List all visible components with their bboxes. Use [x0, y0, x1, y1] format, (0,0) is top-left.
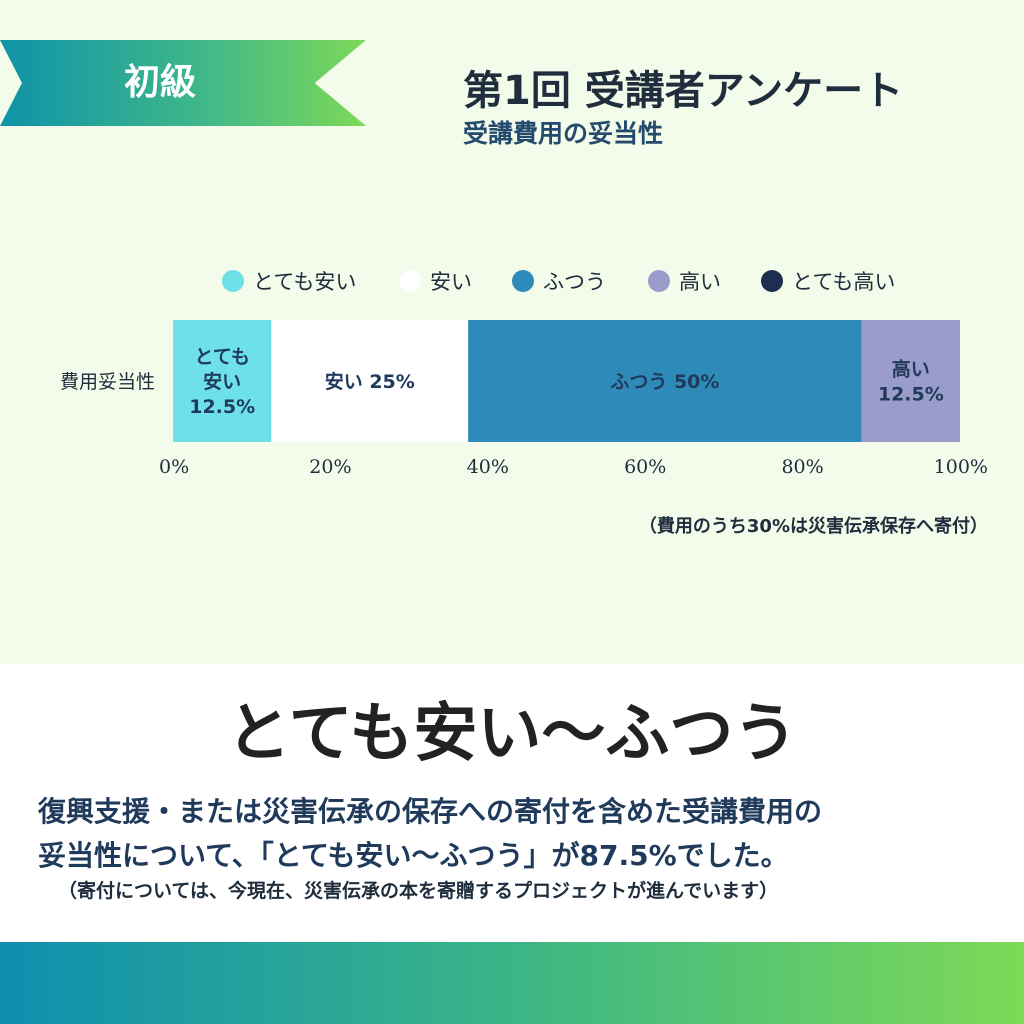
page-subtitle: 受講費用の妥当性	[463, 119, 664, 148]
legend-marker-4	[648, 270, 670, 292]
level-badge-label: 初級	[123, 62, 196, 103]
legend-label-5: とても高い	[792, 270, 895, 294]
bar-segment-4	[861, 320, 960, 442]
description-line-2: 妥当性について、「とても安い〜ふつう」が87.5%でした。	[38, 839, 789, 872]
legend-marker-5	[761, 270, 783, 292]
category-label: 費用妥当性	[60, 371, 155, 393]
legend-label-4: 高い	[679, 270, 721, 294]
description-line-1: 復興支援・または災害伝承の保存への寄付を含めた受講費用の	[38, 795, 823, 828]
legend-label-1: とても安い	[253, 270, 356, 294]
data-label-1-3: 12.5%	[189, 396, 255, 418]
result-description: 復興支援・または災害伝承の保存への寄付を含めた受講費用の 妥当性について、「とて…	[38, 790, 998, 878]
legend-label-2: 安い	[430, 270, 472, 294]
data-label-2-1: 安い 25%	[325, 370, 415, 393]
page-title: 第1回 受講者アンケート	[463, 68, 904, 114]
data-label-4-2: 12.5%	[878, 384, 944, 406]
bar-segment-3	[468, 320, 862, 442]
data-label-4-1: 高い	[892, 358, 930, 381]
bar-segment-1	[173, 320, 272, 442]
legend-label-3: ふつう	[543, 270, 606, 294]
x-tick-2: 20%	[309, 456, 351, 478]
x-tick-3: 40%	[467, 456, 509, 478]
bar-segment-2	[271, 320, 469, 442]
result-headline: とても安い〜ふつう	[226, 697, 798, 771]
x-tick-6: 100%	[934, 456, 988, 478]
level-ribbon	[0, 40, 366, 126]
data-label-3-1: ふつう 50%	[610, 371, 719, 393]
data-label-1-2: 安い	[203, 370, 241, 393]
data-label-1-1: とても	[194, 346, 249, 368]
x-tick-5: 80%	[781, 456, 823, 478]
legend-marker-1	[222, 270, 244, 292]
bottom-gradient-bar	[0, 942, 1024, 1024]
project-note: （寄付については、今現在、災害伝承の本を寄贈するプロジェクトが進んでいます）	[58, 880, 779, 902]
x-tick-1: 0%	[159, 456, 189, 478]
legend-marker-2	[399, 270, 421, 292]
donation-note: （費用のうち30%は災害伝承保存へ寄付）	[638, 516, 988, 537]
x-tick-4: 60%	[624, 456, 666, 478]
legend-marker-3	[512, 270, 534, 292]
